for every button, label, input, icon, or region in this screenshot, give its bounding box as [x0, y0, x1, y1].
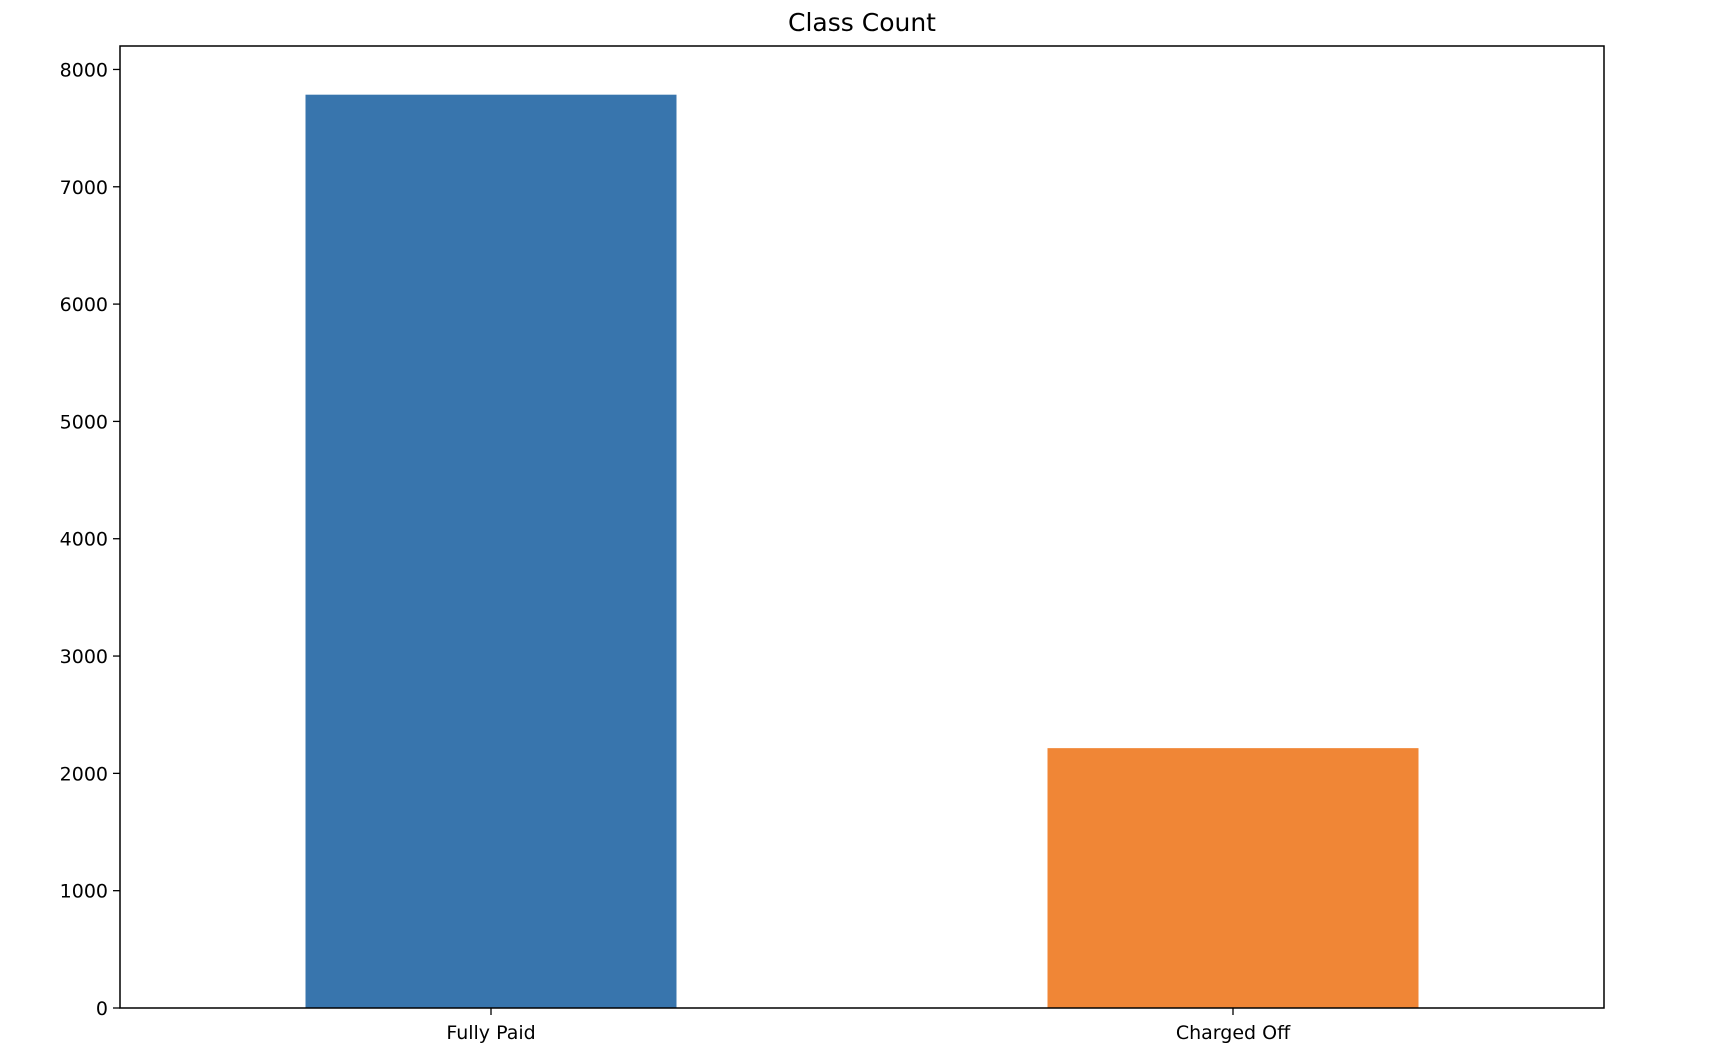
y-tick-label: 2000 [60, 763, 108, 785]
x-tick-label: Fully Paid [446, 1022, 535, 1044]
y-tick-label: 4000 [60, 529, 108, 551]
x-tick-label: Charged Off [1176, 1022, 1291, 1044]
plot-frame [119, 45, 1605, 1009]
bar-fully-paid [305, 94, 677, 1008]
bar-charged-off [1047, 748, 1419, 1008]
y-tick-label: 8000 [60, 59, 108, 81]
y-tick-label: 1000 [60, 881, 108, 903]
bars-group [305, 94, 1419, 1008]
y-tick-label: 0 [96, 998, 108, 1020]
y-tick-label: 6000 [60, 294, 108, 316]
y-tick-label: 3000 [60, 646, 108, 668]
y-tick-label: 7000 [60, 177, 108, 199]
chart-title: Class Count [788, 8, 936, 37]
y-tick-label: 5000 [60, 411, 108, 433]
y-axis: 0 1000 2000 3000 4000 5000 6000 7000 8000 [60, 59, 120, 1020]
x-axis: Fully Paid Charged Off [446, 1008, 1291, 1044]
